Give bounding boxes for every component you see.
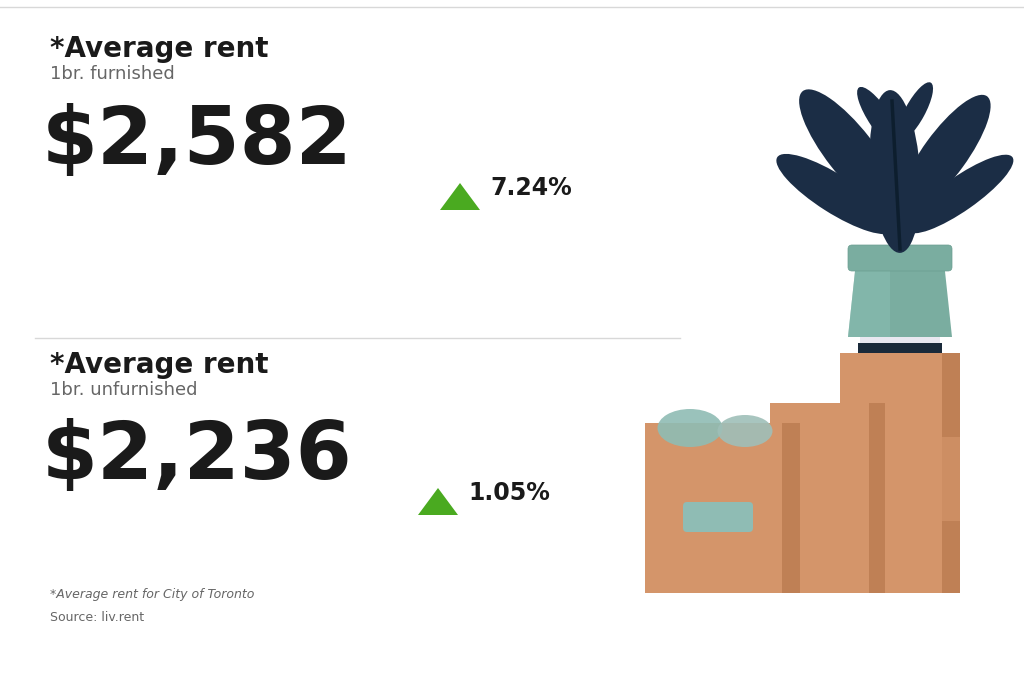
Ellipse shape [857,87,903,151]
Polygon shape [782,423,800,593]
Ellipse shape [799,89,901,214]
Text: 7.24%: 7.24% [490,176,571,200]
Ellipse shape [776,154,894,234]
Text: *Average rent for City of Toronto: *Average rent for City of Toronto [50,588,254,601]
Polygon shape [440,183,480,210]
Ellipse shape [657,409,723,447]
Ellipse shape [827,130,898,193]
Ellipse shape [906,155,1014,234]
Ellipse shape [899,95,990,213]
Text: Source: liv.rent: Source: liv.rent [50,611,144,624]
Text: $2,582: $2,582 [42,103,352,181]
Text: *Average rent: *Average rent [50,35,268,63]
Text: 1.05%: 1.05% [468,481,550,505]
FancyBboxPatch shape [770,403,885,593]
Text: 1br. furnished: 1br. furnished [50,65,175,83]
FancyBboxPatch shape [858,343,942,353]
Polygon shape [418,488,458,515]
Ellipse shape [897,82,933,141]
Ellipse shape [869,90,921,253]
FancyBboxPatch shape [848,245,952,271]
Ellipse shape [718,415,772,447]
FancyBboxPatch shape [840,353,961,593]
FancyBboxPatch shape [683,502,753,532]
Text: 1br. unfurnished: 1br. unfurnished [50,381,198,399]
Ellipse shape [902,126,968,192]
FancyBboxPatch shape [860,337,940,343]
Polygon shape [942,353,961,593]
Polygon shape [848,262,890,337]
Text: *Average rent: *Average rent [50,351,268,379]
FancyBboxPatch shape [645,423,800,593]
Polygon shape [942,437,961,521]
Polygon shape [869,403,885,593]
Text: $2,236: $2,236 [42,418,352,496]
Polygon shape [848,262,952,337]
